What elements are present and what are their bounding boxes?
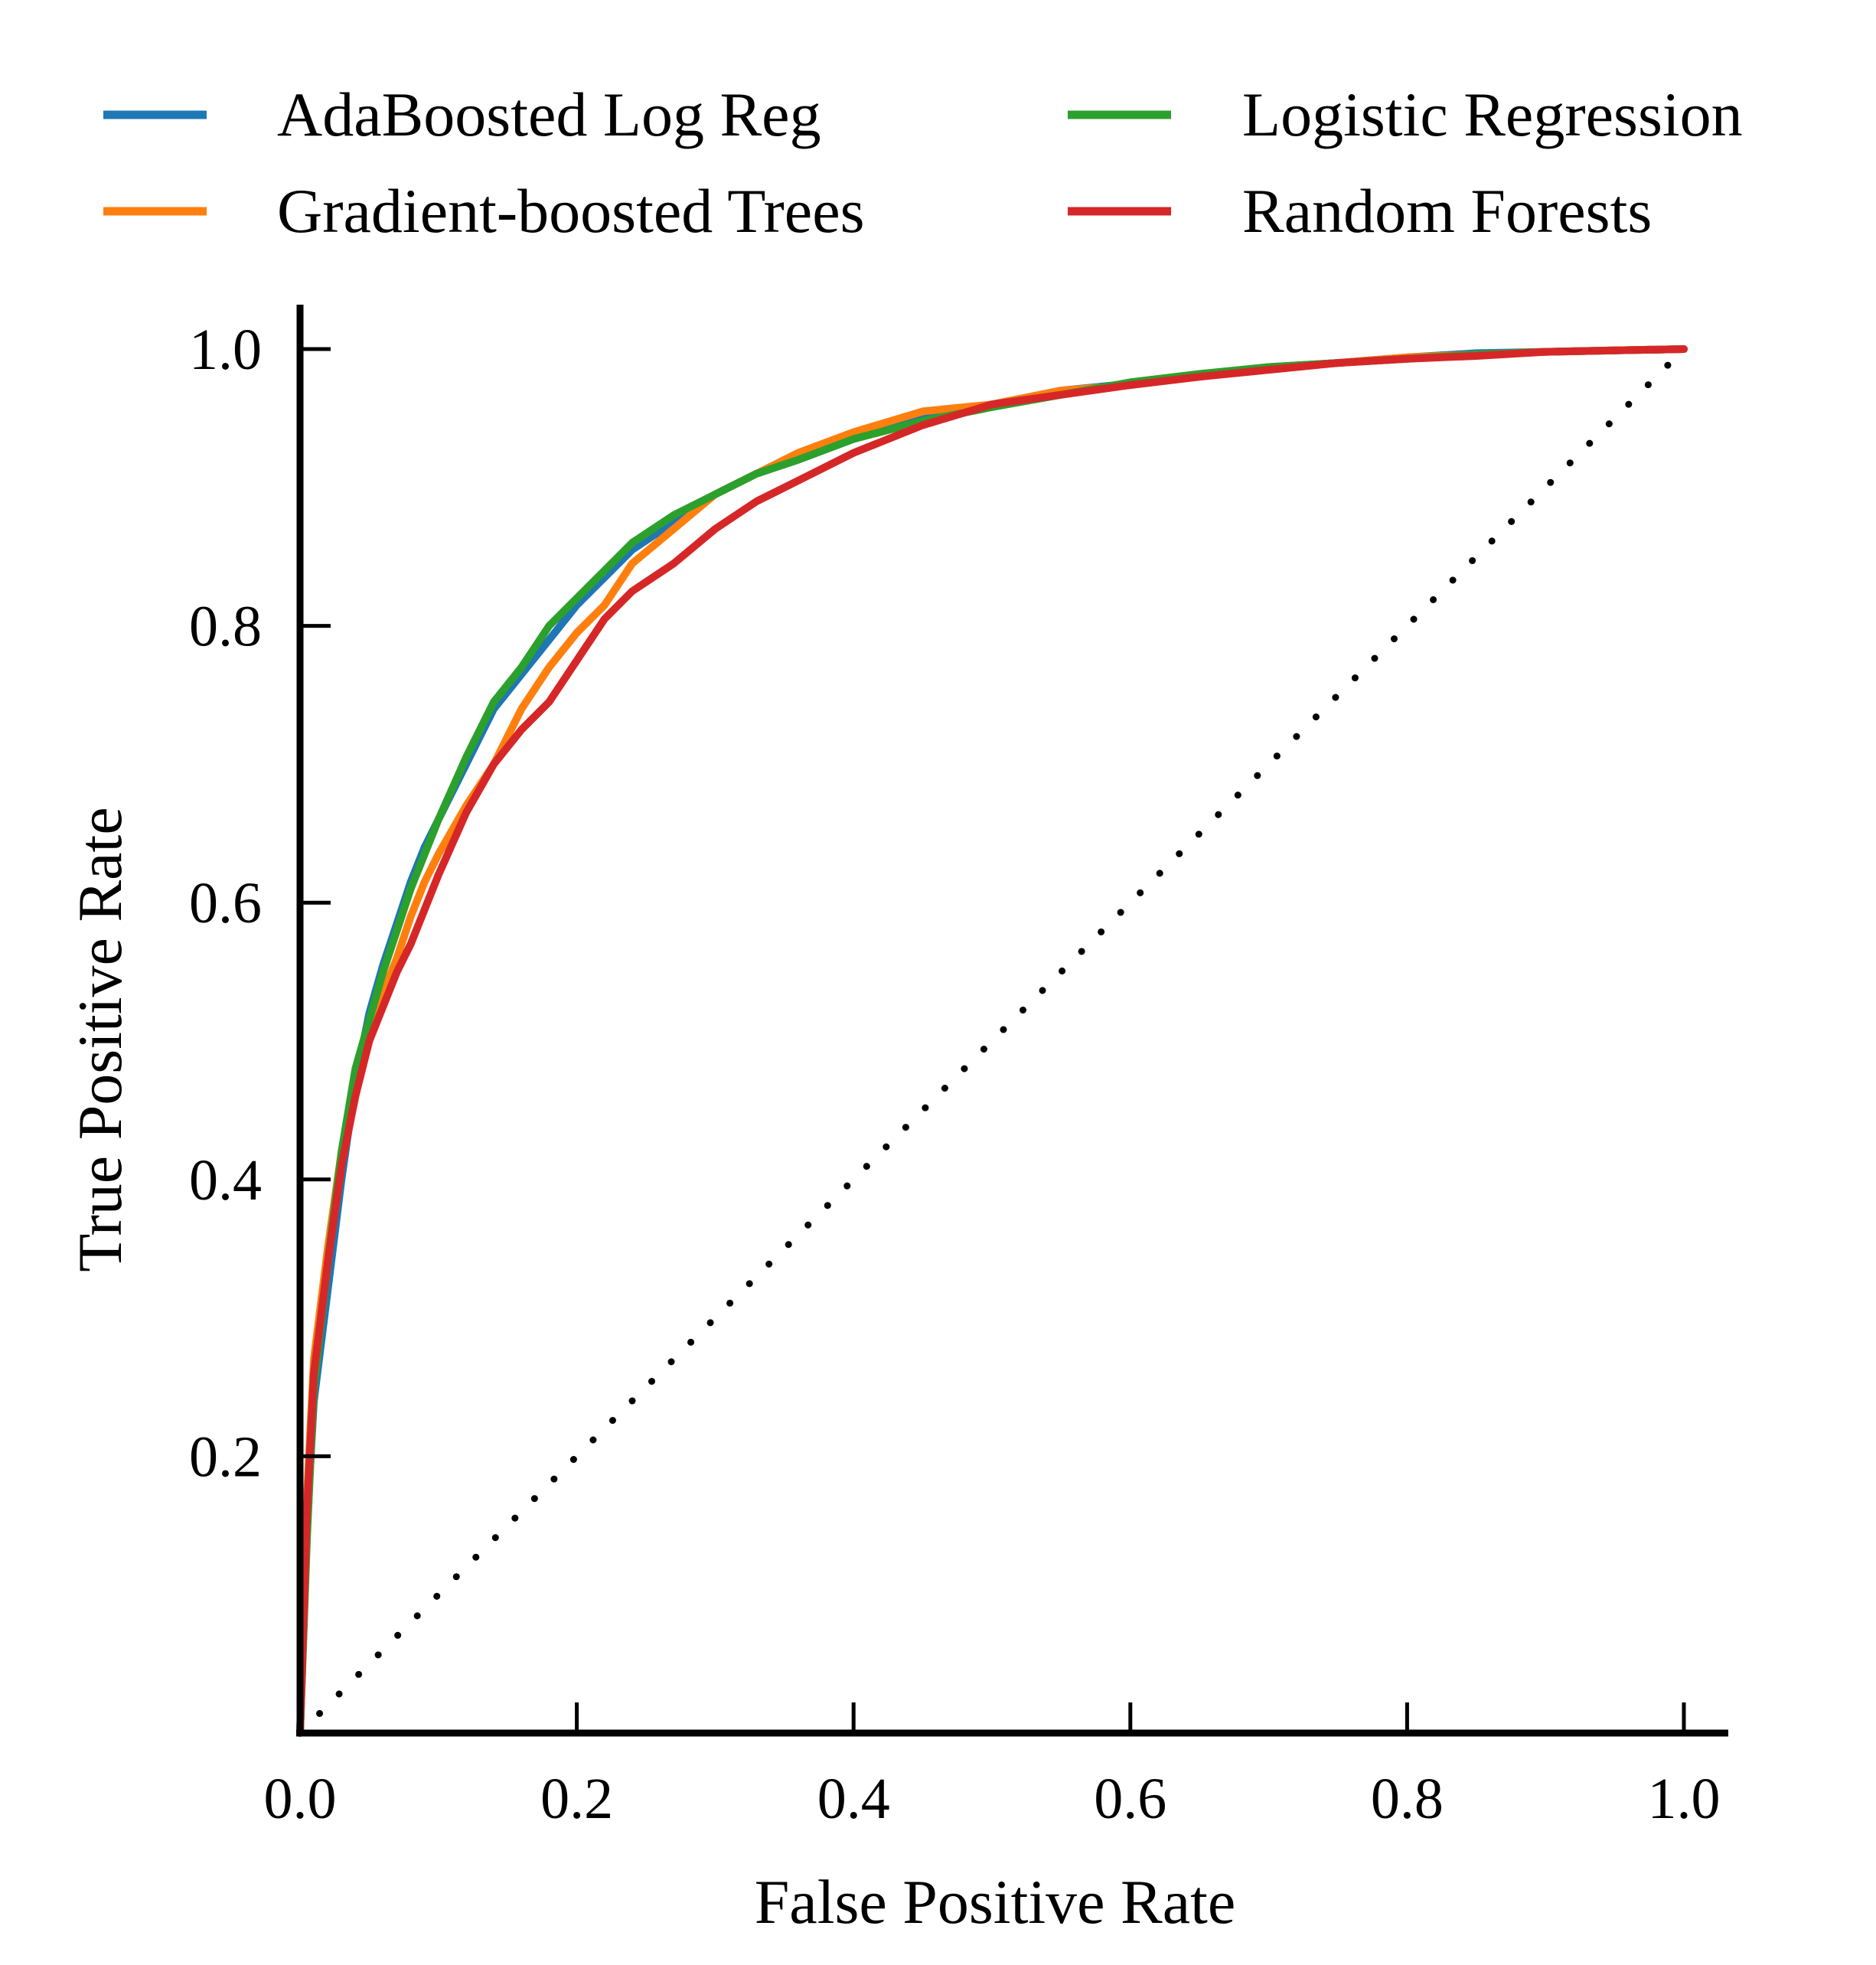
legend-label-gradient-boosted-trees: Gradient-boosted Trees bbox=[277, 176, 865, 246]
y-tick-label-0-4: 0.4 bbox=[189, 1148, 262, 1213]
legend-label-random-forests: Random Forests bbox=[1242, 176, 1652, 246]
x-axis-title: False Positive Rate bbox=[755, 1867, 1236, 1937]
x-tick-label-0-0: 0.0 bbox=[264, 1767, 337, 1831]
y-ticks: 0.2 0.4 0.6 0.8 1.0 bbox=[189, 318, 331, 1489]
legend: AdaBoosted Log Reg Gradient-boosted Tree… bbox=[103, 80, 1743, 246]
chance-diagonal-line bbox=[296, 345, 1688, 1737]
series-line-random-forests bbox=[296, 345, 1688, 1737]
legend-entry-gradient-boosted-trees: Gradient-boosted Trees bbox=[103, 176, 865, 246]
legend-label-adaboosted-log-reg: AdaBoosted Log Reg bbox=[277, 80, 821, 149]
legend-entry-logistic-regression: Logistic Regression bbox=[1068, 80, 1743, 149]
y-axis-title: True Positive Rate bbox=[65, 807, 135, 1271]
y-tick-label-0-2: 0.2 bbox=[189, 1425, 262, 1489]
legend-entry-adaboosted-log-reg: AdaBoosted Log Reg bbox=[103, 80, 821, 149]
x-tick-label-0-8: 0.8 bbox=[1371, 1767, 1444, 1831]
y-tick-label-0-8: 0.8 bbox=[189, 595, 262, 659]
plot-area bbox=[296, 345, 1688, 1737]
series-layer bbox=[296, 345, 1688, 1737]
x-tick-label-0-4: 0.4 bbox=[817, 1767, 890, 1831]
legend-label-logistic-regression: Logistic Regression bbox=[1242, 80, 1743, 149]
x-tick-label-0-6: 0.6 bbox=[1094, 1767, 1166, 1831]
axes: 0.0 0.2 0.4 0.6 0.8 1.0 0.2 0.4 0.6 0.8 1.0 False… bbox=[65, 305, 1728, 1937]
x-ticks: 0.0 0.2 0.4 0.6 0.8 1.0 bbox=[264, 1702, 1721, 1831]
y-tick-label-0-6: 0.6 bbox=[189, 871, 262, 935]
y-tick-label-1-0: 1.0 bbox=[189, 318, 262, 382]
x-tick-label-0-2: 0.2 bbox=[540, 1767, 613, 1831]
legend-entry-random-forests: Random Forests bbox=[1068, 176, 1652, 246]
x-tick-label-1-0: 1.0 bbox=[1648, 1767, 1721, 1831]
